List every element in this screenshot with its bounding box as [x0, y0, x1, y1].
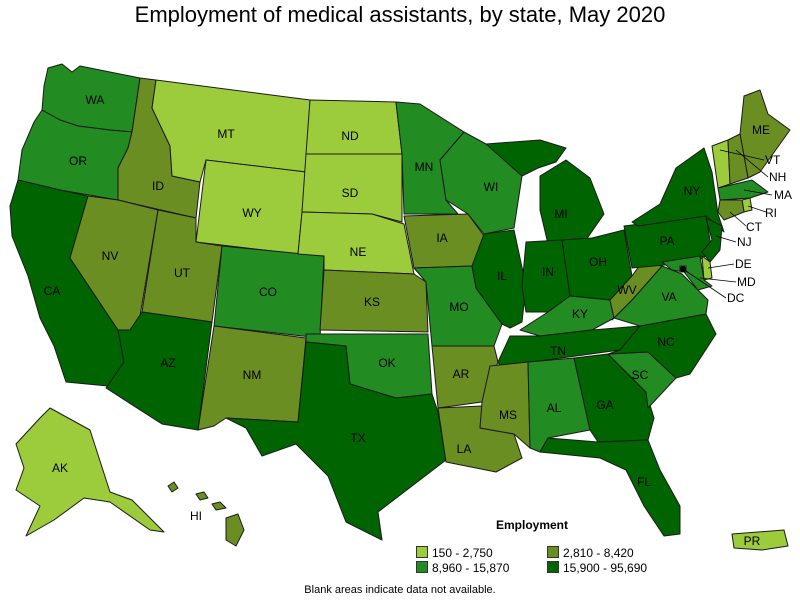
label-FL: FL — [637, 475, 651, 489]
state-FL[interactable] — [539, 437, 681, 537]
state-NY[interactable] — [631, 147, 725, 233]
label-CT: CT — [746, 220, 763, 234]
label-WA: WA — [86, 93, 105, 107]
label-AR: AR — [453, 367, 470, 381]
label-CO: CO — [259, 285, 277, 299]
label-HI: HI — [190, 509, 202, 523]
label-MO: MO — [449, 300, 468, 314]
state-MI[interactable] — [485, 139, 605, 245]
legend-swatch — [416, 546, 428, 558]
state-HI[interactable] — [167, 481, 245, 547]
label-PR: PR — [744, 534, 761, 548]
label-NH: NH — [769, 170, 786, 184]
label-OH: OH — [589, 255, 607, 269]
label-WY: WY — [242, 206, 261, 220]
state-PR[interactable] — [731, 529, 789, 551]
legend-label: 150 - 2,750 — [432, 546, 493, 560]
label-MA: MA — [774, 188, 792, 202]
state-CT[interactable] — [717, 199, 745, 221]
legend-item-2: 2,810 - 8,420 — [547, 546, 634, 560]
legend-swatch — [547, 561, 559, 573]
state-AZ[interactable] — [105, 311, 213, 431]
label-UT: UT — [174, 266, 191, 280]
label-RI: RI — [765, 206, 777, 220]
state-VT[interactable] — [711, 139, 731, 189]
label-KY: KY — [572, 307, 588, 321]
state-IL[interactable] — [471, 229, 527, 329]
state-ND[interactable] — [305, 99, 403, 155]
label-CA: CA — [44, 284, 61, 298]
label-AZ: AZ — [160, 356, 175, 370]
label-ME: ME — [752, 123, 770, 137]
label-NM: NM — [243, 368, 262, 382]
label-MD: MD — [737, 275, 756, 289]
legend-item-1: 150 - 2,750 — [416, 546, 493, 560]
label-NE: NE — [350, 245, 367, 259]
legend-label: 15,900 - 95,690 — [563, 561, 648, 575]
label-NJ: NJ — [737, 235, 752, 249]
state-SD[interactable] — [301, 153, 403, 223]
state-MA[interactable] — [717, 179, 769, 201]
label-MS: MS — [499, 408, 517, 422]
state-KS[interactable] — [319, 269, 429, 333]
label-NV: NV — [102, 249, 119, 263]
state-NH[interactable] — [727, 133, 749, 185]
label-GA: GA — [596, 398, 613, 412]
label-IA: IA — [436, 231, 447, 245]
label-IN: IN — [542, 265, 554, 279]
label-TX: TX — [350, 431, 365, 445]
state-MD[interactable] — [661, 255, 713, 291]
label-VT: VT — [765, 153, 781, 167]
label-NC: NC — [657, 335, 675, 349]
label-LA: LA — [457, 442, 472, 456]
legend-label: 2,810 - 8,420 — [563, 546, 634, 560]
legend-item-4: 15,900 - 95,690 — [547, 561, 647, 575]
label-OK: OK — [378, 356, 395, 370]
label-DE: DE — [735, 257, 752, 271]
label-WI: WI — [484, 180, 499, 194]
state-DE[interactable] — [701, 255, 713, 281]
state-AK[interactable] — [15, 407, 165, 537]
label-VA: VA — [661, 290, 676, 304]
state-TX[interactable] — [225, 341, 447, 541]
state-WV[interactable] — [609, 261, 663, 319]
label-NY: NY — [684, 184, 701, 198]
label-SC: SC — [632, 368, 649, 382]
legend-title: Employment — [496, 518, 569, 532]
label-WV: WV — [617, 283, 636, 297]
label-ND: ND — [341, 129, 359, 143]
label-DC: DC — [727, 291, 745, 305]
label-ID: ID — [152, 179, 164, 193]
legend-swatch — [547, 546, 559, 558]
label-SD: SD — [342, 186, 359, 200]
label-MT: MT — [217, 127, 235, 141]
label-TN: TN — [550, 344, 566, 358]
label-PA: PA — [659, 234, 674, 248]
footnote: Blank areas indicate data not available. — [304, 584, 496, 596]
label-IL: IL — [497, 269, 507, 283]
label-MI: MI — [554, 207, 567, 221]
dc-marker — [680, 266, 686, 272]
label-AK: AK — [52, 461, 68, 475]
label-KS: KS — [364, 295, 380, 309]
label-AL: AL — [547, 401, 562, 415]
legend-label: 8,960 - 15,870 — [432, 561, 510, 575]
map-title: Employment of medical assistants, by sta… — [134, 2, 666, 27]
label-OR: OR — [69, 154, 87, 168]
legend-swatch — [416, 561, 428, 573]
legend-item-3: 8,960 - 15,870 — [416, 561, 509, 575]
label-MN: MN — [415, 160, 434, 174]
